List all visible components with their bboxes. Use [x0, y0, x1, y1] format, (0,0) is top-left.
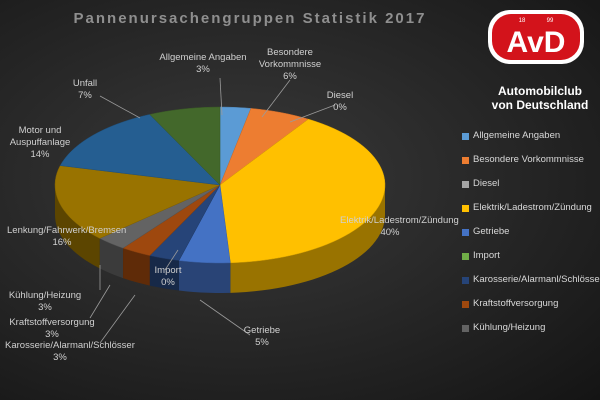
- data-label-name: Elektrik/Ladestrom/Zündung: [340, 215, 459, 226]
- data-label-value: 3%: [196, 64, 210, 75]
- data-label: Besondere Vorkommnisse 6%: [250, 47, 330, 83]
- data-label: Getriebe 5%: [222, 325, 302, 349]
- data-label-name: Motor und Auspuffanlage: [9, 125, 71, 148]
- legend-label: Kraftstoffversorgung: [473, 298, 559, 309]
- data-label-value: 0%: [161, 277, 175, 288]
- slice: [149, 106, 221, 186]
- logo-line: von Deutschland: [491, 98, 589, 112]
- legend-entry: Diesel: [462, 178, 600, 190]
- data-label-value: 3%: [38, 302, 52, 313]
- slice: [178, 184, 231, 264]
- data-label-name: Unfall: [72, 78, 98, 89]
- data-label-name: Import: [154, 265, 182, 276]
- slice: [219, 108, 309, 186]
- slice: [59, 114, 221, 186]
- data-label-name: Diesel: [326, 90, 354, 101]
- slice: [54, 165, 221, 239]
- legend-swatch: [462, 157, 469, 164]
- slice-side: [230, 185, 385, 293]
- slice-side: [149, 255, 179, 291]
- logo-year: 18: [519, 18, 526, 24]
- legend-swatch: [462, 205, 469, 212]
- legend-entry: Allgemeine Angaben: [462, 130, 600, 142]
- legend-swatch: [462, 229, 469, 236]
- legend-entry: Besondere Vorkommnisse: [462, 154, 600, 166]
- legend-label: Elektrik/Ladestrom/Zündung: [473, 202, 592, 213]
- data-label-value: 6%: [283, 71, 297, 82]
- data-label-name: Getriebe: [243, 325, 281, 336]
- legend-label: Karosserie/Alarmanl/Schlösser: [473, 274, 600, 285]
- data-label-value: 3%: [53, 352, 67, 363]
- data-label: Lenkung/Fahrwerk/Bremsen 16%: [7, 225, 127, 249]
- data-label: Allgemeine Angaben 3%: [153, 52, 253, 76]
- data-label-value: 7%: [78, 90, 92, 101]
- data-label: Kraftstoffversorgung 3%: [2, 317, 102, 341]
- logo-year: 99: [547, 18, 554, 24]
- slice: [219, 118, 386, 264]
- data-label-value: 5%: [255, 337, 269, 348]
- logo-line: Automobilclub: [498, 84, 582, 98]
- data-label: Diesel 0%: [315, 90, 365, 114]
- slice-side: [55, 185, 100, 269]
- data-label: Karosserie/Alarmanl/Schlösser 3%: [5, 340, 135, 364]
- legend-label: Diesel: [473, 178, 500, 189]
- data-label-name: Kühlung/Heizung: [8, 290, 82, 301]
- data-label-name: Besondere Vorkommnisse: [258, 47, 322, 70]
- leader-lines: [89, 77, 336, 344]
- legend-label: Import: [473, 250, 500, 261]
- data-label-value: 3%: [45, 329, 59, 340]
- data-label-name: Allgemeine Angaben: [159, 52, 247, 63]
- data-label: Kühlung/Heizung 3%: [0, 290, 90, 314]
- legend-entry: Elektrik/Ladestrom/Zündung: [462, 202, 600, 214]
- logo-badge: [492, 14, 580, 60]
- data-label: Unfall 7%: [60, 78, 110, 102]
- chart-title: Pannenursachengruppen Statistik 2017: [73, 10, 427, 27]
- legend-entry: Karosserie/Alarmanl/Schlösser: [462, 274, 600, 286]
- legend-swatch: [462, 133, 469, 140]
- legend-entry: Kraftstoffversorgung: [462, 298, 600, 310]
- logo-text: AvD: [507, 26, 566, 59]
- legend-entry: Kühlung/Heizung: [462, 322, 600, 334]
- slice-side: [178, 260, 231, 293]
- slice-side: [99, 238, 124, 279]
- data-label: Import 0%: [143, 265, 193, 289]
- data-label-name: Kraftstoffversorgung: [9, 317, 95, 328]
- legend-swatch: [462, 253, 469, 260]
- data-label-name: Karosserie/Alarmanl/Schlösser: [5, 340, 135, 351]
- legend-label: Getriebe: [473, 226, 510, 237]
- data-label-value: 16%: [52, 237, 72, 248]
- legend-swatch: [462, 181, 469, 188]
- legend-entry: Getriebe: [462, 226, 600, 238]
- legend-entry: Import: [462, 250, 600, 262]
- legend-label: Besondere Vorkommnisse: [473, 154, 584, 165]
- data-label-name: Lenkung/Fahrwerk/Bremsen: [7, 225, 127, 236]
- data-label: Elektrik/Ladestrom/Zündung 40%: [340, 215, 459, 239]
- slice-side: [123, 248, 150, 286]
- data-label-value: 40%: [380, 227, 400, 238]
- data-label-value: 14%: [30, 149, 50, 160]
- legend-swatch: [462, 301, 469, 308]
- legend-label: Allgemeine Angaben: [473, 130, 561, 141]
- legend-swatch: [462, 325, 469, 332]
- data-label-value: 0%: [333, 102, 347, 113]
- legend-swatch: [462, 277, 469, 284]
- data-label: Motor und Auspuffanlage 14%: [0, 125, 80, 161]
- legend-label: Kühlung/Heizung: [473, 322, 546, 333]
